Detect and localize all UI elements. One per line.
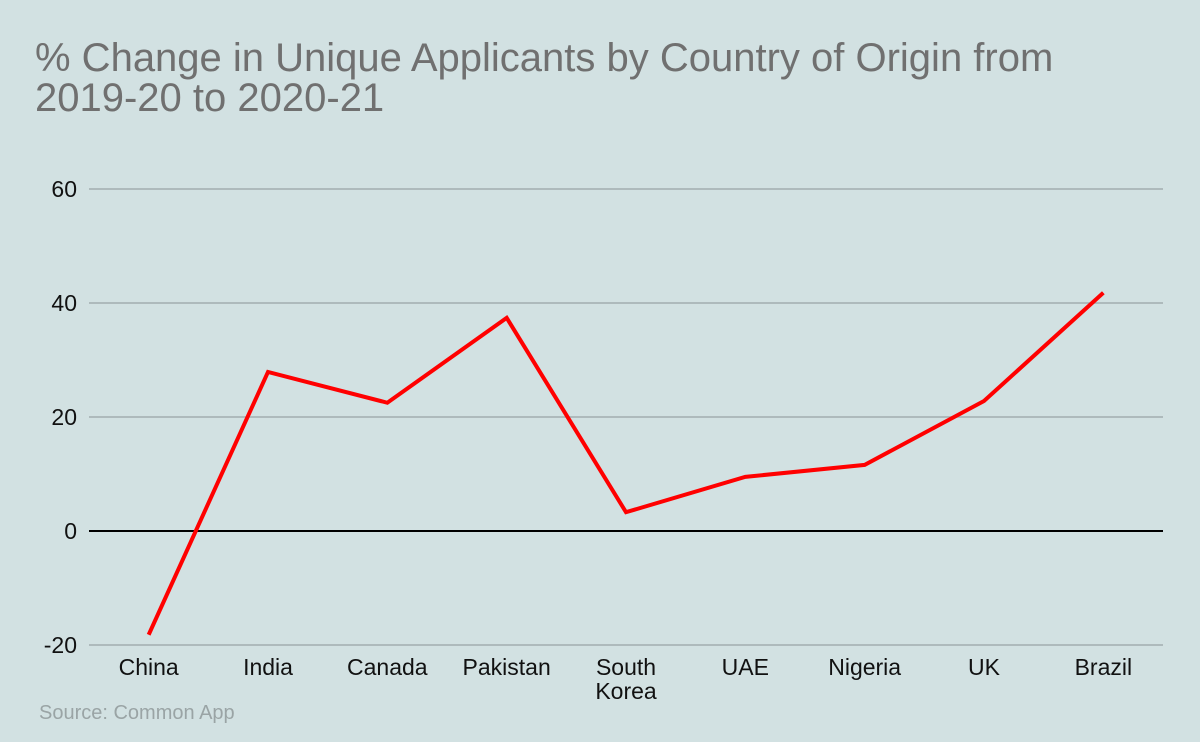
x-tick-label: Brazil xyxy=(1075,654,1133,680)
x-tick-label: South Korea xyxy=(595,654,657,704)
source-note: Source: Common App xyxy=(39,702,235,724)
y-tick-label: 40 xyxy=(51,290,77,316)
x-tick-label: UAE xyxy=(722,654,769,680)
x-tick-label: UK xyxy=(968,654,1001,680)
x-tick-label: Canada xyxy=(347,654,428,680)
x-tick-label: China xyxy=(119,654,179,680)
chart-title: % Change in Unique Applicants by Country… xyxy=(35,36,1054,120)
y-tick-label: 20 xyxy=(51,404,77,430)
x-tick-label: India xyxy=(243,654,293,680)
series-line xyxy=(146,291,1105,636)
y-tick-label: 60 xyxy=(51,176,77,202)
x-tick-label: Nigeria xyxy=(828,654,901,680)
x-tick-label: Pakistan xyxy=(463,654,551,680)
y-tick-label: -20 xyxy=(44,632,77,658)
y-tick-label: 0 xyxy=(64,518,77,544)
